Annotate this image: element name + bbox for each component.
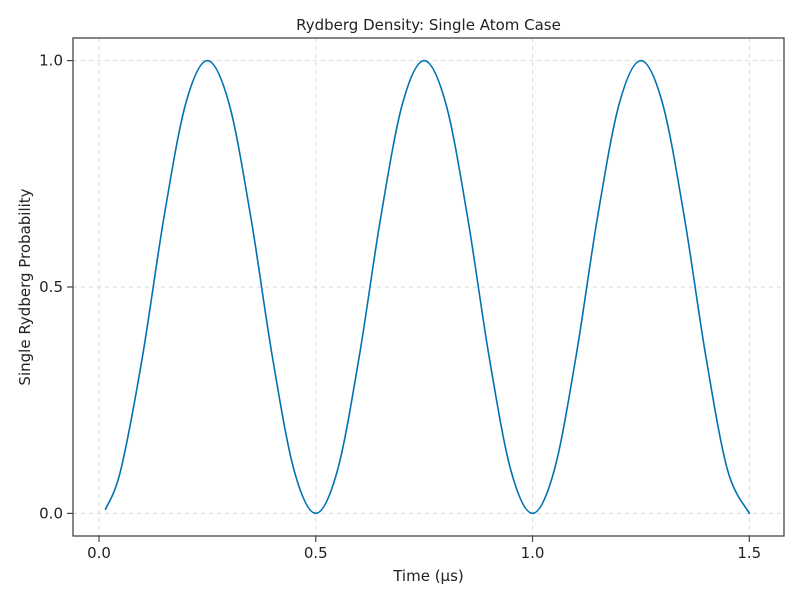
- x-tick-label-3: 1.5: [737, 544, 761, 562]
- series-line-0: [104, 59, 751, 515]
- y-tick-label-0: 0.0: [39, 504, 63, 522]
- series-layer: [104, 59, 751, 515]
- chart-title: Rydberg Density: Single Atom Case: [296, 16, 561, 34]
- axis-ticks: 0.0 0.5 1.0 1.5 0.0 0.5 1.0: [39, 52, 761, 562]
- y-tick-label-2: 1.0: [39, 52, 63, 70]
- x-tick-label-0: 0.0: [87, 544, 111, 562]
- x-axis-label: Time (μs): [392, 567, 464, 585]
- y-axis-label: Single Rydberg Probability: [16, 188, 34, 385]
- x-tick-label-2: 1.0: [521, 544, 545, 562]
- y-tick-label-1: 0.5: [39, 278, 63, 296]
- grid-lines: [73, 38, 784, 536]
- x-tick-label-1: 0.5: [304, 544, 328, 562]
